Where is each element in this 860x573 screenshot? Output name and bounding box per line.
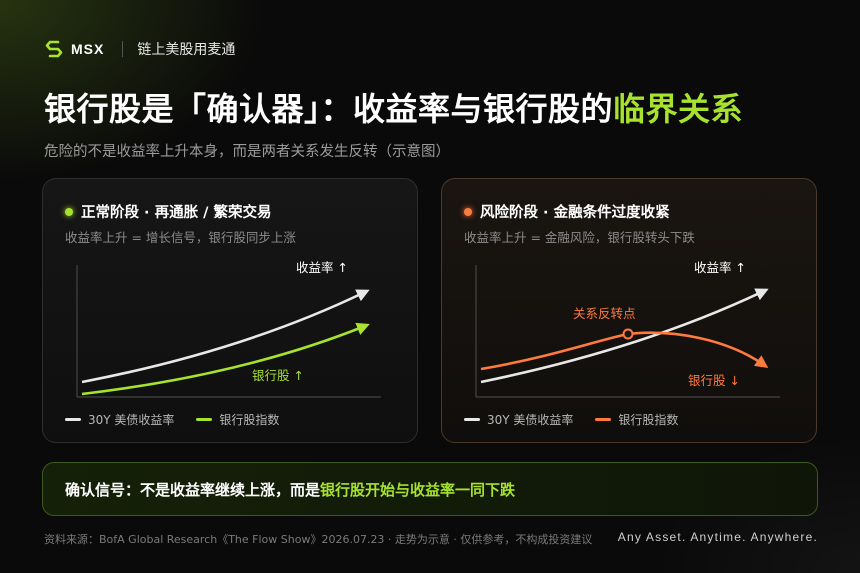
msx-logo-icon xyxy=(45,40,63,58)
confirmation-signal-banner: 确认信号：不是收益率继续上涨，而是 银行股开始与收益率一同下跌 xyxy=(42,462,818,516)
brand-tagline: 链上美股用麦通 xyxy=(137,42,236,58)
legend-item-yield: 30Y 美债收益率 xyxy=(65,411,174,428)
normal-phase-chart: 收益率 ↑ 银行股 ↑ xyxy=(76,260,381,398)
card-title: 正常阶段 · 再通胀 / 繁荣交易 xyxy=(81,205,272,221)
legend-label: 30Y 美债收益率 xyxy=(88,413,175,427)
legend-swatch xyxy=(595,418,612,421)
signal-lead: 确认信号：不是收益率继续上涨，而是 xyxy=(65,480,321,499)
chart-legend: 30Y 美债收益率 银行股指数 xyxy=(464,411,700,428)
yield-line xyxy=(480,288,769,384)
legend-label: 银行股指数 xyxy=(219,413,280,427)
legend-swatch xyxy=(65,418,81,421)
normal-phase-card: 收益率 ↑ 银行股 ↑ 正常阶段 · 再通胀 / 繁荣交易 收益率上升 = 增长… xyxy=(42,178,418,443)
page-subtitle: 危险的不是收益率上升本身，而是两者关系发生反转（示意图） xyxy=(44,144,450,160)
legend-swatch xyxy=(196,418,213,421)
title-accent: 临界关系 xyxy=(613,90,744,128)
legend-item-bank: 银行股指数 xyxy=(595,411,678,428)
card-title: 风险阶段 · 金融条件过度收紧 xyxy=(480,205,670,221)
card-description: 收益率上升 = 增长信号，银行股同步上涨 xyxy=(65,230,296,245)
brand-header: MSX 链上美股用麦通 xyxy=(44,38,235,60)
yield-line-label: 收益率 ↑ xyxy=(296,260,348,275)
legend-label: 银行股指数 xyxy=(618,413,679,427)
bank-index-line xyxy=(480,331,769,371)
risk-phase-chart: 关系反转点 收益率 ↑ 银行股 ↓ xyxy=(475,260,780,398)
header-divider xyxy=(122,41,124,57)
signal-accent: 银行股开始与收益率一同下跌 xyxy=(320,480,516,499)
bank-line-label: 银行股 ↑ xyxy=(252,368,304,383)
card-description: 收益率上升 = 金融风险，银行股转头下跌 xyxy=(464,230,695,245)
turning-point-label: 关系反转点 xyxy=(573,306,636,321)
legend-label: 30Y 美债收益率 xyxy=(487,413,574,427)
legend-swatch xyxy=(464,418,480,421)
logo-text: MSX xyxy=(71,41,105,57)
title-main: 银行股是「确认器」：收益率与银行股的 xyxy=(44,90,614,128)
risk-phase-card: 关系反转点 收益率 ↑ 银行股 ↓ 风险阶段 · 金融条件过度收紧 收益率上升 … xyxy=(441,178,817,443)
turning-point-marker xyxy=(622,328,634,340)
yield-line-label: 收益率 ↑ xyxy=(694,260,746,275)
chart-legend: 30Y 美债收益率 银行股指数 xyxy=(65,411,301,428)
brand-slogan: Any Asset. Anytime. Anywhere. xyxy=(617,530,818,544)
bank-line-label: 银行股 ↓ xyxy=(688,373,740,388)
card-heading: 风险阶段 · 金融条件过度收紧 xyxy=(464,201,670,222)
yield-line xyxy=(81,289,370,384)
bank-index-line xyxy=(81,322,370,396)
page-title: 银行股是「确认器」：收益率与银行股的临界关系 xyxy=(44,84,743,130)
status-dot-icon xyxy=(65,207,73,216)
source-note: 资料来源：BofA Global Research《The Flow Show》… xyxy=(44,533,593,546)
status-dot-icon xyxy=(464,207,472,216)
legend-item-bank: 银行股指数 xyxy=(196,411,279,428)
card-heading: 正常阶段 · 再通胀 / 繁荣交易 xyxy=(65,201,272,222)
legend-item-yield: 30Y 美债收益率 xyxy=(464,411,573,428)
